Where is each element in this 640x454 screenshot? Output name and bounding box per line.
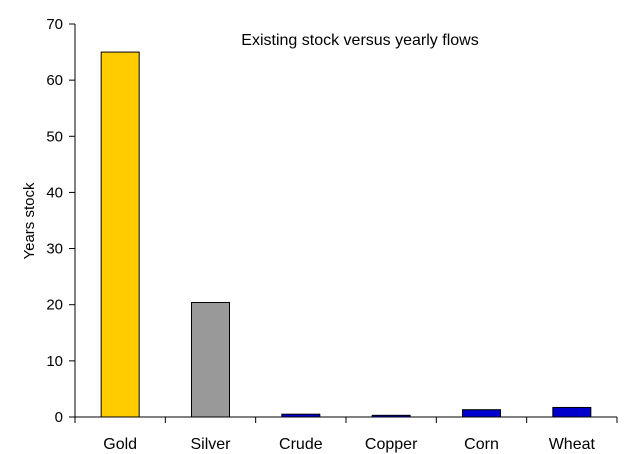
plot-area: 0 10 20 30 40 50 60 70 Gold Silver Crude Copper Corn…: [46, 16, 618, 453]
x-tick-label: Crude: [279, 436, 323, 453]
y-tick-label: 10: [46, 353, 63, 370]
y-tick-label: 60: [46, 72, 63, 89]
y-tick-label: 50: [46, 128, 63, 145]
x-tick-label: Gold: [103, 436, 137, 453]
bar-copper: [371, 414, 411, 418]
y-tick-label: 20: [46, 297, 63, 314]
x-tick-label: Corn: [464, 436, 499, 453]
bar-gold: [100, 51, 140, 418]
chart-subtitle: Existing stock versus yearly flows: [241, 32, 478, 49]
x-tick-label: Copper: [365, 436, 418, 453]
bar-corn: [462, 409, 501, 418]
y-tick-label: 0: [55, 409, 63, 426]
x-tick-label: Wheat: [549, 436, 596, 453]
y-tick-label: 70: [46, 16, 63, 33]
y-axis-title: Years stock: [21, 182, 38, 259]
bar-wheat: [552, 406, 592, 418]
bar-crude: [281, 413, 321, 418]
y-tick-label: 30: [46, 241, 63, 258]
bar-silver: [191, 301, 230, 418]
x-tick-label: Silver: [190, 436, 231, 453]
y-tick-label: 40: [46, 184, 63, 201]
